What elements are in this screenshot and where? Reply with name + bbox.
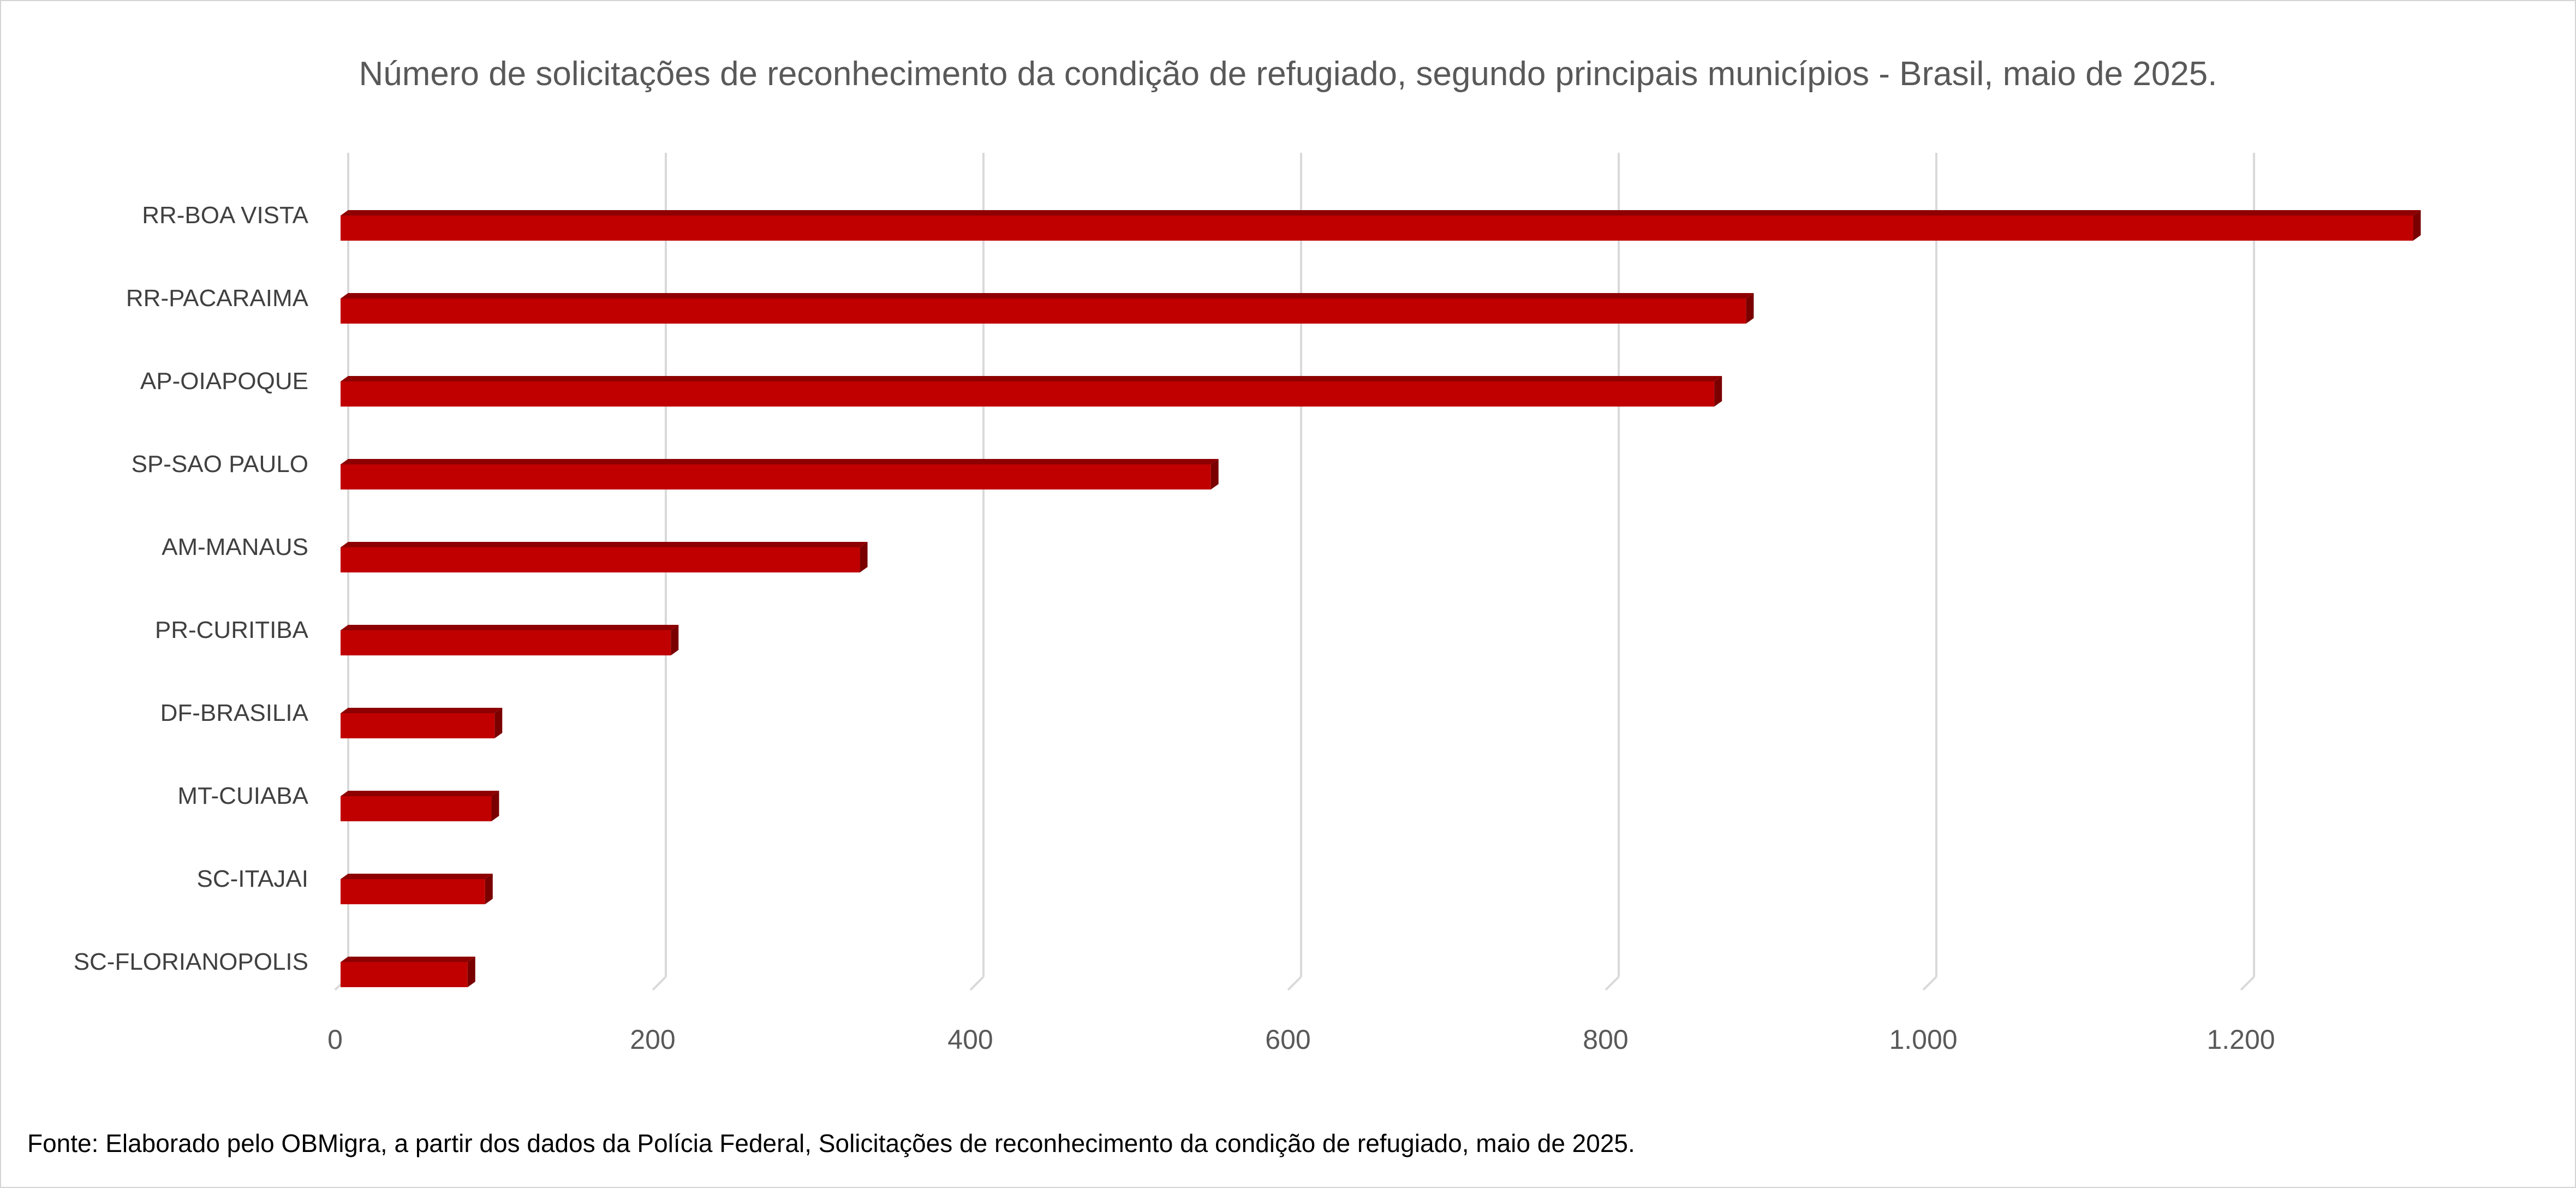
gridline-floor — [2240, 976, 2255, 991]
bar — [341, 216, 2413, 241]
x-tick-label: 200 — [630, 1024, 675, 1055]
bar-top — [341, 791, 499, 796]
x-tick-label: 800 — [1583, 1024, 1628, 1055]
bar-side — [860, 542, 868, 572]
bar — [341, 547, 860, 572]
bar — [341, 630, 671, 655]
x-tick-label: 0 — [327, 1024, 343, 1055]
bar-top — [341, 293, 1754, 299]
bar-side — [491, 791, 499, 821]
bar — [341, 962, 468, 987]
bar — [341, 796, 492, 821]
bar-top — [341, 459, 1219, 464]
source-note: Fonte: Elaborado pelo OBMigra, a partir … — [27, 1129, 1635, 1157]
category-label: SC-FLORIANOPOLIS — [74, 948, 308, 975]
category-label: AP-OIAPOQUE — [140, 368, 308, 395]
bar-top — [341, 376, 1722, 381]
category-label: RR-PACARAIMA — [126, 285, 309, 312]
bar — [341, 381, 1715, 407]
category-label: PR-CURITIBA — [155, 617, 309, 643]
bar-side — [1211, 459, 1219, 489]
x-tick-label: 400 — [947, 1024, 993, 1055]
bar — [341, 879, 485, 904]
category-label: SC-ITAJAI — [196, 865, 308, 892]
gridline-floor — [969, 976, 985, 991]
x-tick-label: 600 — [1265, 1024, 1310, 1055]
bar-top — [341, 210, 2421, 216]
category-label: MT-CUIABA — [177, 783, 308, 809]
bar-side — [671, 625, 679, 655]
gridline-floor — [1287, 976, 1302, 991]
bar-side — [494, 708, 503, 738]
bar-side — [1746, 293, 1754, 324]
bar-top — [341, 625, 679, 630]
bar — [341, 299, 1746, 324]
bar-top — [341, 542, 868, 547]
category-label: AM-MANAUS — [162, 534, 308, 560]
bar-side — [467, 957, 475, 987]
bar-top — [341, 708, 503, 713]
bar-side — [1714, 376, 1722, 407]
chart-title: Número de solicitações de reconhecimento… — [359, 55, 2217, 93]
gridline-floor — [1922, 976, 1937, 991]
bar — [341, 464, 1211, 489]
bar-side — [485, 874, 493, 904]
bar-top — [341, 957, 475, 962]
category-label: SP-SAO PAULO — [132, 451, 308, 477]
bar-top — [341, 874, 493, 879]
bar-side — [2413, 210, 2421, 241]
x-tick-label: 1.200 — [2207, 1024, 2275, 1055]
category-label: RR-BOA VISTA — [142, 202, 308, 229]
bar — [341, 713, 495, 738]
x-tick-label: 1.000 — [1889, 1024, 1957, 1055]
category-label: DF-BRASILIA — [160, 700, 309, 726]
gridline-floor — [1605, 976, 1620, 991]
gridline-floor — [652, 976, 667, 991]
